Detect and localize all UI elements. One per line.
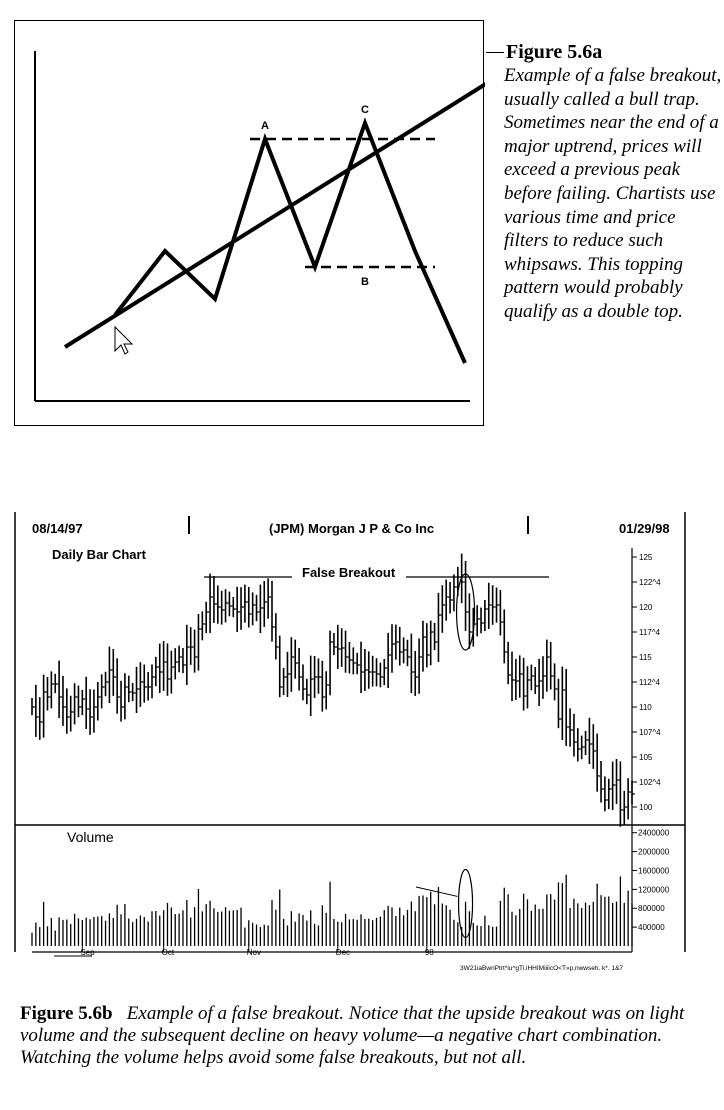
point-label-a: A (261, 120, 269, 132)
volume-label: Volume (67, 829, 114, 845)
price-tick-label: 122^4 (639, 578, 661, 587)
volume-tick-label: 800000 (638, 904, 665, 913)
price-path (113, 117, 467, 364)
figure-a-frame: A B C (14, 20, 485, 426)
breakout-price-ellipse (455, 573, 476, 651)
uptrend-line (63, 82, 485, 349)
price-tick-label: 112^4 (639, 678, 661, 687)
volume-pointer-line (415, 886, 458, 897)
chart-type-label: Daily Bar Chart (52, 547, 146, 562)
volume-tick-label: 2000000 (638, 848, 670, 857)
price-tick-label: 115 (639, 653, 652, 662)
security-title: (JPM) Morgan J P & Co Inc (269, 521, 435, 536)
price-tick-label: 100 (639, 803, 653, 812)
price-tick-label: 107^4 (639, 728, 661, 737)
month-label: Sep (80, 948, 95, 957)
figure-b-svg: 125 122^4 120 117^4 115 112^4 110 107^4 105 102^4… (14, 512, 686, 972)
figure-b-caption: Figure 5.6b Example of a false breakout.… (20, 1003, 700, 1069)
price-tick-label: 125 (639, 553, 653, 562)
month-label: Oct (162, 948, 175, 957)
figure-a-title-row: Figure 5.6a (486, 40, 722, 64)
figure-b-caption-text: Example of a false breakout. Notice that… (20, 1003, 685, 1068)
footer-code: 3W21iaBwnPtrt*iu^gTi.iHHIMiiiicO<T»p,nww… (460, 965, 623, 972)
price-tick-label: 120 (639, 603, 653, 612)
volume-tick-label: 400000 (638, 923, 665, 932)
month-label: 98 (425, 948, 434, 957)
figure-b-chart: 125 122^4 120 117^4 115 112^4 110 107^4 105 102^4… (14, 494, 686, 974)
breakout-volume-ellipse (457, 868, 474, 939)
caption-leader-line (486, 51, 504, 53)
volume-tick-label: 1600000 (638, 866, 670, 875)
price-tick-label: 110 (639, 703, 652, 712)
figure-a-title: Figure 5.6a (506, 41, 603, 63)
figure-b-number: Figure 5.6b (20, 1003, 113, 1024)
figure-a-diagram: A B C (34, 51, 485, 402)
figure-a-caption: Figure 5.6a Example of a false breakout,… (486, 40, 722, 324)
price-tick-label: 117^4 (639, 628, 661, 637)
point-label-c: C (361, 104, 369, 116)
price-tick-label: 102^4 (639, 778, 661, 787)
volume-tick-label: 2400000 (638, 829, 670, 838)
price-tick-label: 105 (639, 753, 653, 762)
volume-tick-label: 1200000 (638, 885, 670, 894)
mouse-cursor-icon (114, 325, 134, 355)
figure-a-caption-text: Example of a false breakout, usually cal… (504, 65, 722, 322)
point-label-b: B (361, 276, 369, 288)
end-date: 01/29/98 (619, 521, 670, 536)
false-breakout-annotation: False Breakout (300, 565, 398, 580)
start-date: 08/14/97 (32, 521, 83, 536)
month-label: Nov (247, 948, 261, 957)
month-label: Dec (336, 948, 350, 957)
